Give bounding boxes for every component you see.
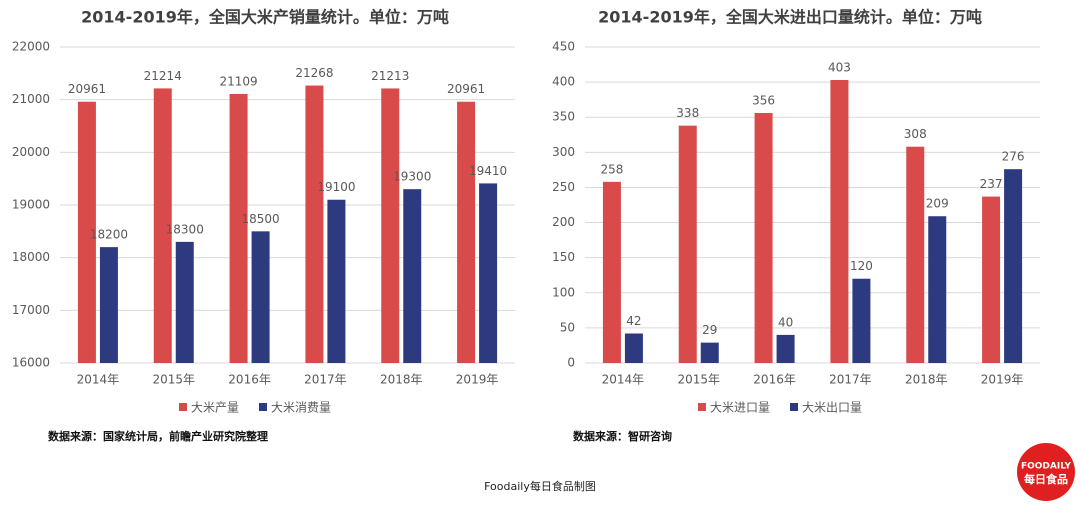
y-tick-label: 100 (552, 285, 575, 299)
x-tick-label: 2016年 (753, 373, 796, 387)
y-tick-label: 300 (552, 145, 575, 159)
y-tick-label: 450 (552, 40, 575, 54)
bar (928, 216, 947, 363)
y-tick-label: 18000 (12, 250, 50, 264)
legend-swatch (259, 403, 267, 411)
value-label: 403 (828, 61, 851, 75)
y-tick-label: 17000 (12, 303, 50, 317)
legend-label: 大米产量 (191, 401, 239, 415)
bar (830, 80, 849, 363)
value-label: 18300 (166, 222, 204, 236)
y-tick-label: 350 (552, 110, 575, 124)
x-tick-label: 2015年 (152, 373, 195, 387)
credit: Foodaily每日食品制图 (484, 479, 596, 493)
logo-badge (1017, 443, 1075, 501)
y-tick-label: 200 (552, 215, 575, 229)
bar (852, 278, 871, 363)
legend-label: 大米进口量 (710, 401, 770, 415)
legend-swatch (790, 403, 798, 411)
value-label: 209 (926, 197, 949, 211)
x-tick-label: 2015年 (677, 373, 720, 387)
logo-text: FOODAILY (1021, 462, 1072, 472)
bar (906, 146, 925, 363)
bar (99, 247, 118, 363)
x-tick-label: 2014年 (77, 373, 120, 387)
x-tick-label: 2016年 (228, 373, 271, 387)
x-tick-label: 2014年 (602, 373, 645, 387)
bar (305, 85, 324, 363)
x-tick-label: 2019年 (456, 373, 499, 387)
x-tick-label: 2017年 (304, 373, 347, 387)
chart-title: 2014-2019年，全国大米进出口量统计。单位：万吨 (598, 8, 982, 27)
value-label: 356 (752, 94, 775, 108)
x-tick-label: 2018年 (380, 373, 423, 387)
legend-swatch (179, 403, 187, 411)
y-tick-label: 22000 (12, 40, 50, 54)
value-label: 18500 (241, 212, 279, 226)
value-label: 18200 (90, 228, 128, 242)
value-label: 29 (702, 323, 717, 337)
bar (479, 183, 498, 363)
bar (1004, 169, 1023, 363)
y-tick-label: 400 (552, 75, 575, 89)
y-tick-label: 16000 (12, 356, 50, 370)
y-tick-label: 250 (552, 180, 575, 194)
y-tick-label: 19000 (12, 198, 50, 212)
y-tick-label: 150 (552, 250, 575, 264)
bar (403, 189, 422, 363)
legend-swatch (698, 403, 706, 411)
bar (776, 334, 795, 363)
value-label: 19100 (317, 180, 355, 194)
bar (457, 101, 476, 363)
value-label: 20961 (447, 82, 485, 96)
bar (982, 196, 1001, 363)
bar (754, 113, 773, 364)
x-tick-label: 2019年 (981, 373, 1024, 387)
value-label: 42 (626, 314, 641, 328)
x-tick-label: 2018年 (905, 373, 948, 387)
source-note: 数据来源：国家统计局，前瞻产业研究院整理 (48, 429, 268, 443)
y-tick-label: 50 (560, 320, 575, 334)
y-tick-label: 20000 (12, 145, 50, 159)
bar (251, 231, 270, 363)
bar (624, 333, 643, 363)
value-label: 40 (778, 315, 793, 329)
value-label: 21109 (219, 74, 257, 88)
value-label: 120 (850, 259, 873, 273)
bar (678, 125, 697, 363)
x-tick-label: 2017年 (829, 373, 872, 387)
value-label: 21213 (371, 69, 409, 83)
legend-label: 大米出口量 (802, 401, 862, 415)
bar (175, 241, 194, 363)
value-label: 21268 (295, 66, 333, 80)
bar (327, 199, 346, 363)
value-label: 19300 (393, 170, 431, 184)
value-label: 258 (600, 162, 623, 176)
y-tick-label: 21000 (12, 92, 50, 106)
value-label: 237 (980, 177, 1003, 191)
chart-title: 2014-2019年，全国大米产销量统计。单位：万吨 (81, 8, 449, 27)
bar (153, 88, 172, 364)
value-label: 308 (904, 127, 927, 141)
bar (700, 342, 719, 363)
value-label: 276 (1002, 150, 1025, 164)
value-label: 20961 (68, 82, 106, 96)
y-tick-label: 0 (567, 356, 575, 370)
logo-text: 每日食品 (1024, 472, 1068, 486)
value-label: 338 (676, 106, 699, 120)
bar (381, 88, 400, 363)
value-label: 19410 (469, 164, 507, 178)
bar (602, 181, 621, 363)
bar (229, 93, 248, 364)
legend-label: 大米消费量 (271, 401, 331, 415)
bar (77, 101, 96, 363)
value-label: 21214 (144, 69, 182, 83)
source-note: 数据来源：智研咨询 (573, 429, 672, 443)
